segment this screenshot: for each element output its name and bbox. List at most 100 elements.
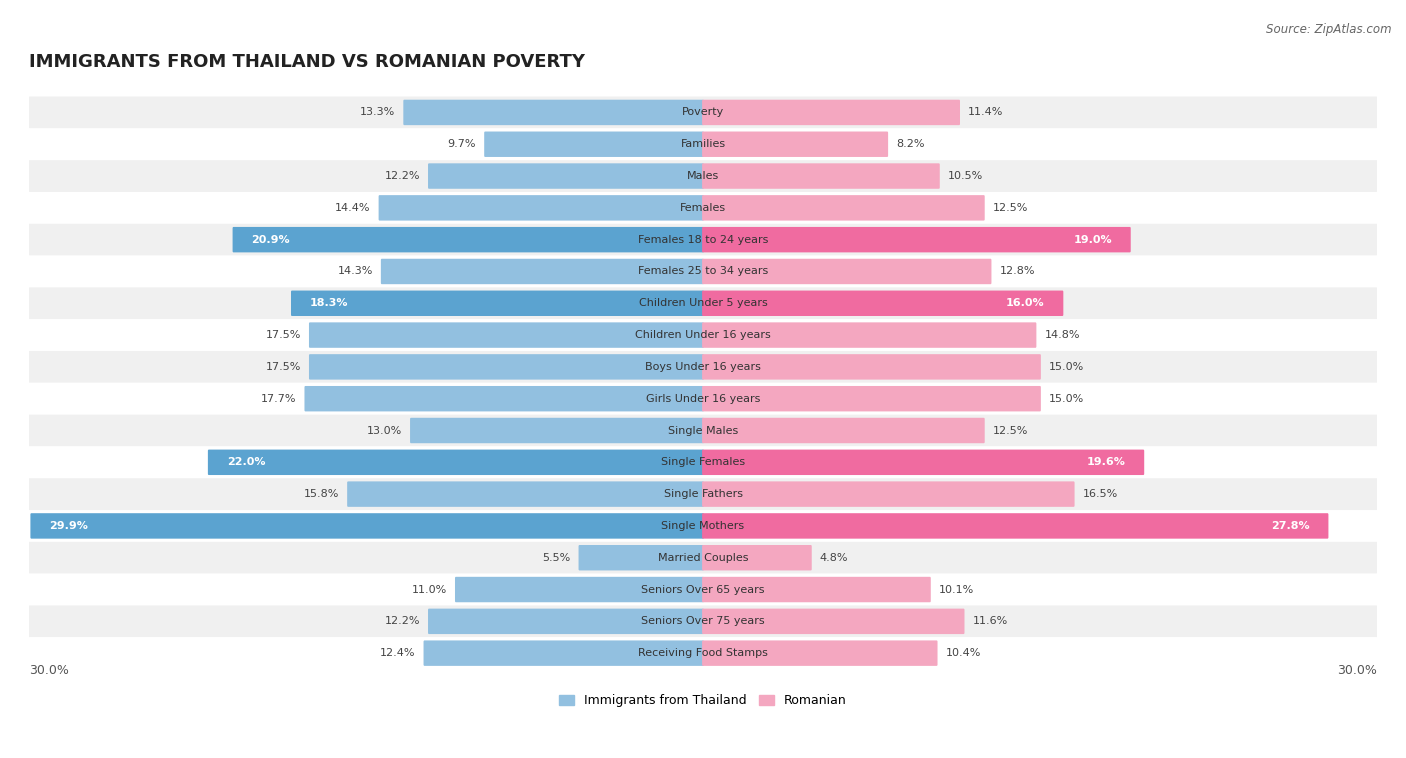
Text: 14.8%: 14.8%	[1045, 330, 1080, 340]
FancyBboxPatch shape	[30, 128, 1376, 160]
Text: Females 18 to 24 years: Females 18 to 24 years	[638, 235, 768, 245]
Text: Single Fathers: Single Fathers	[664, 489, 742, 499]
FancyBboxPatch shape	[30, 383, 1376, 415]
FancyBboxPatch shape	[30, 224, 1376, 255]
FancyBboxPatch shape	[30, 478, 1376, 510]
Text: 17.5%: 17.5%	[266, 362, 301, 372]
Text: 12.2%: 12.2%	[384, 616, 420, 626]
Text: 9.7%: 9.7%	[447, 139, 477, 149]
FancyBboxPatch shape	[30, 192, 1376, 224]
FancyBboxPatch shape	[702, 577, 931, 603]
FancyBboxPatch shape	[702, 513, 1329, 539]
Text: 5.5%: 5.5%	[543, 553, 571, 562]
FancyBboxPatch shape	[702, 545, 811, 571]
Text: Seniors Over 75 years: Seniors Over 75 years	[641, 616, 765, 626]
FancyBboxPatch shape	[30, 446, 1376, 478]
Text: 13.3%: 13.3%	[360, 108, 395, 117]
FancyBboxPatch shape	[456, 577, 704, 603]
Text: Boys Under 16 years: Boys Under 16 years	[645, 362, 761, 372]
FancyBboxPatch shape	[30, 542, 1376, 574]
FancyBboxPatch shape	[702, 354, 1040, 380]
Text: 15.8%: 15.8%	[304, 489, 339, 499]
Text: 11.6%: 11.6%	[973, 616, 1008, 626]
Text: 15.0%: 15.0%	[1049, 393, 1084, 404]
FancyBboxPatch shape	[30, 606, 1376, 637]
Text: 17.5%: 17.5%	[266, 330, 301, 340]
FancyBboxPatch shape	[702, 163, 939, 189]
FancyBboxPatch shape	[305, 386, 704, 412]
FancyBboxPatch shape	[702, 641, 938, 666]
Text: Married Couples: Married Couples	[658, 553, 748, 562]
FancyBboxPatch shape	[347, 481, 704, 507]
Text: Single Females: Single Females	[661, 457, 745, 468]
Text: IMMIGRANTS FROM THAILAND VS ROMANIAN POVERTY: IMMIGRANTS FROM THAILAND VS ROMANIAN POV…	[30, 53, 585, 71]
Text: 11.4%: 11.4%	[969, 108, 1004, 117]
FancyBboxPatch shape	[381, 258, 704, 284]
Text: 12.4%: 12.4%	[380, 648, 415, 658]
FancyBboxPatch shape	[484, 132, 704, 157]
FancyBboxPatch shape	[404, 100, 704, 125]
Text: 16.0%: 16.0%	[1005, 299, 1045, 309]
FancyBboxPatch shape	[411, 418, 704, 443]
Text: Source: ZipAtlas.com: Source: ZipAtlas.com	[1267, 23, 1392, 36]
FancyBboxPatch shape	[578, 545, 704, 571]
Text: Females: Females	[681, 203, 725, 213]
Text: Children Under 16 years: Children Under 16 years	[636, 330, 770, 340]
Text: 14.4%: 14.4%	[335, 203, 371, 213]
FancyBboxPatch shape	[702, 290, 1063, 316]
Legend: Immigrants from Thailand, Romanian: Immigrants from Thailand, Romanian	[554, 689, 852, 713]
FancyBboxPatch shape	[291, 290, 704, 316]
FancyBboxPatch shape	[702, 322, 1036, 348]
Text: 18.3%: 18.3%	[309, 299, 349, 309]
Text: 14.3%: 14.3%	[337, 267, 373, 277]
FancyBboxPatch shape	[702, 386, 1040, 412]
Text: Females 25 to 34 years: Females 25 to 34 years	[638, 267, 768, 277]
FancyBboxPatch shape	[208, 449, 704, 475]
Text: 27.8%: 27.8%	[1271, 521, 1309, 531]
FancyBboxPatch shape	[30, 351, 1376, 383]
Text: Single Mothers: Single Mothers	[661, 521, 745, 531]
FancyBboxPatch shape	[30, 415, 1376, 446]
FancyBboxPatch shape	[702, 449, 1144, 475]
FancyBboxPatch shape	[309, 354, 704, 380]
Text: Seniors Over 65 years: Seniors Over 65 years	[641, 584, 765, 594]
FancyBboxPatch shape	[30, 319, 1376, 351]
FancyBboxPatch shape	[702, 227, 1130, 252]
FancyBboxPatch shape	[702, 132, 889, 157]
Text: 13.0%: 13.0%	[367, 425, 402, 436]
Text: Poverty: Poverty	[682, 108, 724, 117]
Text: Single Males: Single Males	[668, 425, 738, 436]
Text: 4.8%: 4.8%	[820, 553, 848, 562]
Text: Children Under 5 years: Children Under 5 years	[638, 299, 768, 309]
FancyBboxPatch shape	[702, 418, 984, 443]
Text: 22.0%: 22.0%	[226, 457, 266, 468]
FancyBboxPatch shape	[423, 641, 704, 666]
Text: 12.8%: 12.8%	[1000, 267, 1035, 277]
FancyBboxPatch shape	[309, 322, 704, 348]
FancyBboxPatch shape	[30, 287, 1376, 319]
Text: 12.2%: 12.2%	[384, 171, 420, 181]
FancyBboxPatch shape	[30, 160, 1376, 192]
Text: 19.0%: 19.0%	[1073, 235, 1112, 245]
FancyBboxPatch shape	[30, 96, 1376, 128]
Text: 10.1%: 10.1%	[939, 584, 974, 594]
FancyBboxPatch shape	[702, 609, 965, 634]
Text: 20.9%: 20.9%	[252, 235, 290, 245]
FancyBboxPatch shape	[378, 195, 704, 221]
Text: 10.5%: 10.5%	[948, 171, 983, 181]
Text: 30.0%: 30.0%	[1337, 664, 1376, 677]
FancyBboxPatch shape	[30, 574, 1376, 606]
FancyBboxPatch shape	[30, 255, 1376, 287]
Text: 15.0%: 15.0%	[1049, 362, 1084, 372]
FancyBboxPatch shape	[30, 510, 1376, 542]
Text: Receiving Food Stamps: Receiving Food Stamps	[638, 648, 768, 658]
Text: 17.7%: 17.7%	[262, 393, 297, 404]
Text: 10.4%: 10.4%	[946, 648, 981, 658]
FancyBboxPatch shape	[31, 513, 704, 539]
FancyBboxPatch shape	[427, 163, 704, 189]
Text: 11.0%: 11.0%	[412, 584, 447, 594]
Text: Families: Families	[681, 139, 725, 149]
Text: 12.5%: 12.5%	[993, 203, 1028, 213]
Text: Girls Under 16 years: Girls Under 16 years	[645, 393, 761, 404]
FancyBboxPatch shape	[702, 481, 1074, 507]
